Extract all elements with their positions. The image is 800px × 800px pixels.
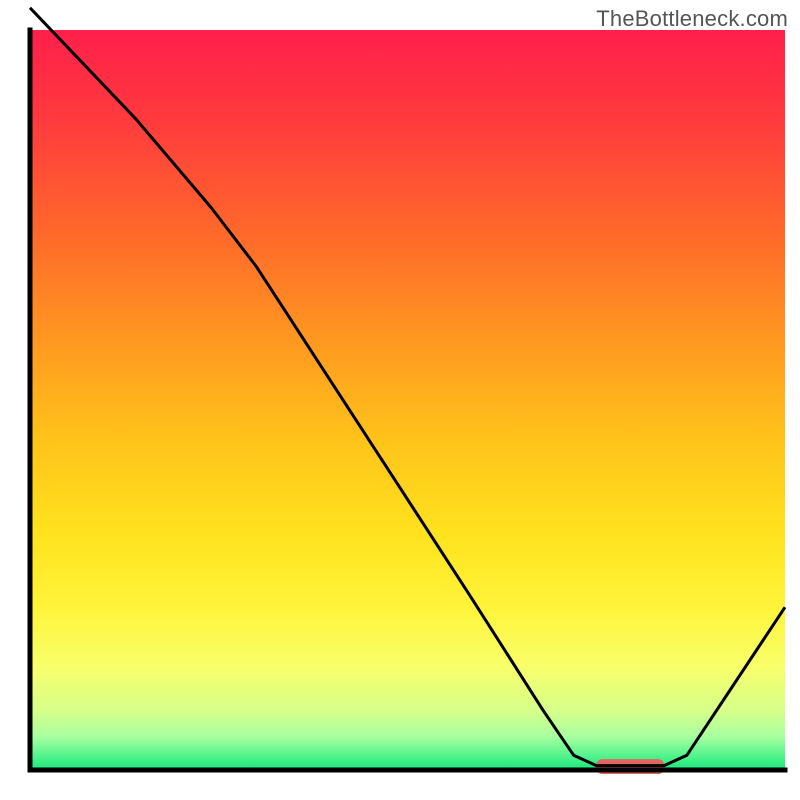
chart-stage: TheBottleneck.com <box>0 0 800 800</box>
plot-background <box>30 30 785 770</box>
watermark-text: TheBottleneck.com <box>596 6 788 32</box>
bottleneck-chart <box>0 0 800 800</box>
